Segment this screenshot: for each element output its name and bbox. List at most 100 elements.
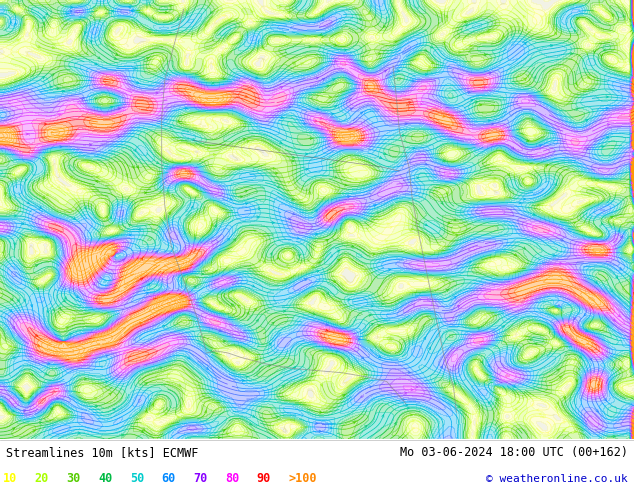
FancyArrowPatch shape <box>223 77 225 80</box>
FancyArrowPatch shape <box>293 367 295 369</box>
FancyArrowPatch shape <box>601 222 603 225</box>
FancyArrowPatch shape <box>387 223 389 225</box>
FancyArrowPatch shape <box>335 60 337 62</box>
FancyArrowPatch shape <box>484 86 486 89</box>
FancyArrowPatch shape <box>417 177 419 179</box>
FancyArrowPatch shape <box>105 217 107 219</box>
FancyArrowPatch shape <box>424 49 427 51</box>
FancyArrowPatch shape <box>514 254 517 256</box>
FancyArrowPatch shape <box>620 386 623 389</box>
FancyArrowPatch shape <box>192 151 194 153</box>
FancyArrowPatch shape <box>10 21 12 24</box>
FancyArrowPatch shape <box>560 239 563 241</box>
FancyArrowPatch shape <box>63 299 65 302</box>
FancyArrowPatch shape <box>292 198 294 200</box>
FancyArrowPatch shape <box>619 267 621 270</box>
FancyArrowPatch shape <box>319 430 321 432</box>
FancyArrowPatch shape <box>330 427 332 429</box>
FancyArrowPatch shape <box>550 207 552 209</box>
FancyArrowPatch shape <box>30 373 33 375</box>
FancyArrowPatch shape <box>288 267 290 269</box>
FancyArrowPatch shape <box>479 196 481 198</box>
FancyArrowPatch shape <box>389 338 391 341</box>
FancyArrowPatch shape <box>531 118 534 120</box>
FancyArrowPatch shape <box>245 203 248 205</box>
FancyArrowPatch shape <box>115 53 118 55</box>
FancyArrowPatch shape <box>408 372 410 374</box>
FancyArrowPatch shape <box>576 108 578 110</box>
FancyArrowPatch shape <box>523 247 526 249</box>
FancyArrowPatch shape <box>476 399 479 402</box>
FancyArrowPatch shape <box>218 437 221 439</box>
FancyArrowPatch shape <box>320 117 322 120</box>
FancyArrowPatch shape <box>448 222 450 224</box>
FancyArrowPatch shape <box>12 428 15 430</box>
FancyArrowPatch shape <box>167 373 169 375</box>
FancyArrowPatch shape <box>326 240 328 242</box>
FancyArrowPatch shape <box>228 125 231 127</box>
FancyArrowPatch shape <box>443 159 445 162</box>
FancyArrowPatch shape <box>333 280 335 282</box>
FancyArrowPatch shape <box>188 409 190 411</box>
FancyArrowPatch shape <box>563 429 565 431</box>
FancyArrowPatch shape <box>204 65 206 67</box>
FancyArrowPatch shape <box>231 363 233 366</box>
FancyArrowPatch shape <box>122 259 124 262</box>
FancyArrowPatch shape <box>269 272 272 274</box>
FancyArrowPatch shape <box>70 6 73 8</box>
FancyArrowPatch shape <box>79 22 81 24</box>
FancyArrowPatch shape <box>23 410 26 412</box>
FancyArrowPatch shape <box>574 430 577 433</box>
FancyArrowPatch shape <box>316 270 319 272</box>
FancyArrowPatch shape <box>441 11 443 14</box>
FancyArrowPatch shape <box>320 186 322 188</box>
FancyArrowPatch shape <box>600 54 602 57</box>
FancyArrowPatch shape <box>126 173 128 176</box>
FancyArrowPatch shape <box>315 210 318 212</box>
FancyArrowPatch shape <box>464 17 466 19</box>
FancyArrowPatch shape <box>16 51 18 53</box>
FancyArrowPatch shape <box>152 404 153 406</box>
FancyArrowPatch shape <box>73 217 75 220</box>
FancyArrowPatch shape <box>402 134 404 136</box>
FancyArrowPatch shape <box>196 228 198 231</box>
FancyArrowPatch shape <box>533 213 535 215</box>
FancyArrowPatch shape <box>493 180 496 182</box>
FancyArrowPatch shape <box>228 19 230 22</box>
FancyArrowPatch shape <box>22 222 24 225</box>
FancyArrowPatch shape <box>560 207 562 210</box>
FancyArrowPatch shape <box>156 413 158 416</box>
FancyArrowPatch shape <box>94 397 96 399</box>
Text: Streamlines 10m [kts] ECMWF: Streamlines 10m [kts] ECMWF <box>6 446 198 459</box>
FancyArrowPatch shape <box>304 279 306 281</box>
FancyArrowPatch shape <box>240 256 242 258</box>
FancyArrowPatch shape <box>51 184 53 187</box>
FancyArrowPatch shape <box>394 422 396 425</box>
FancyArrowPatch shape <box>192 139 195 141</box>
FancyArrowPatch shape <box>494 154 496 156</box>
FancyArrowPatch shape <box>347 196 350 198</box>
FancyArrowPatch shape <box>401 25 404 28</box>
FancyArrowPatch shape <box>411 389 413 391</box>
FancyArrowPatch shape <box>346 280 349 282</box>
FancyArrowPatch shape <box>48 363 50 365</box>
FancyArrowPatch shape <box>86 161 89 163</box>
FancyArrowPatch shape <box>227 238 230 241</box>
FancyArrowPatch shape <box>321 296 323 299</box>
FancyArrowPatch shape <box>329 96 332 98</box>
FancyArrowPatch shape <box>325 329 328 331</box>
FancyArrowPatch shape <box>524 43 526 45</box>
FancyArrowPatch shape <box>210 350 212 352</box>
FancyArrowPatch shape <box>51 74 54 76</box>
FancyArrowPatch shape <box>177 416 179 418</box>
FancyArrowPatch shape <box>373 205 376 207</box>
FancyArrowPatch shape <box>178 120 180 122</box>
FancyArrowPatch shape <box>344 281 346 283</box>
FancyArrowPatch shape <box>65 241 67 244</box>
Text: © weatheronline.co.uk: © weatheronline.co.uk <box>486 474 628 484</box>
FancyArrowPatch shape <box>523 16 526 18</box>
FancyArrowPatch shape <box>540 413 541 415</box>
FancyArrowPatch shape <box>96 176 99 178</box>
FancyArrowPatch shape <box>498 412 500 415</box>
FancyArrowPatch shape <box>207 147 210 149</box>
